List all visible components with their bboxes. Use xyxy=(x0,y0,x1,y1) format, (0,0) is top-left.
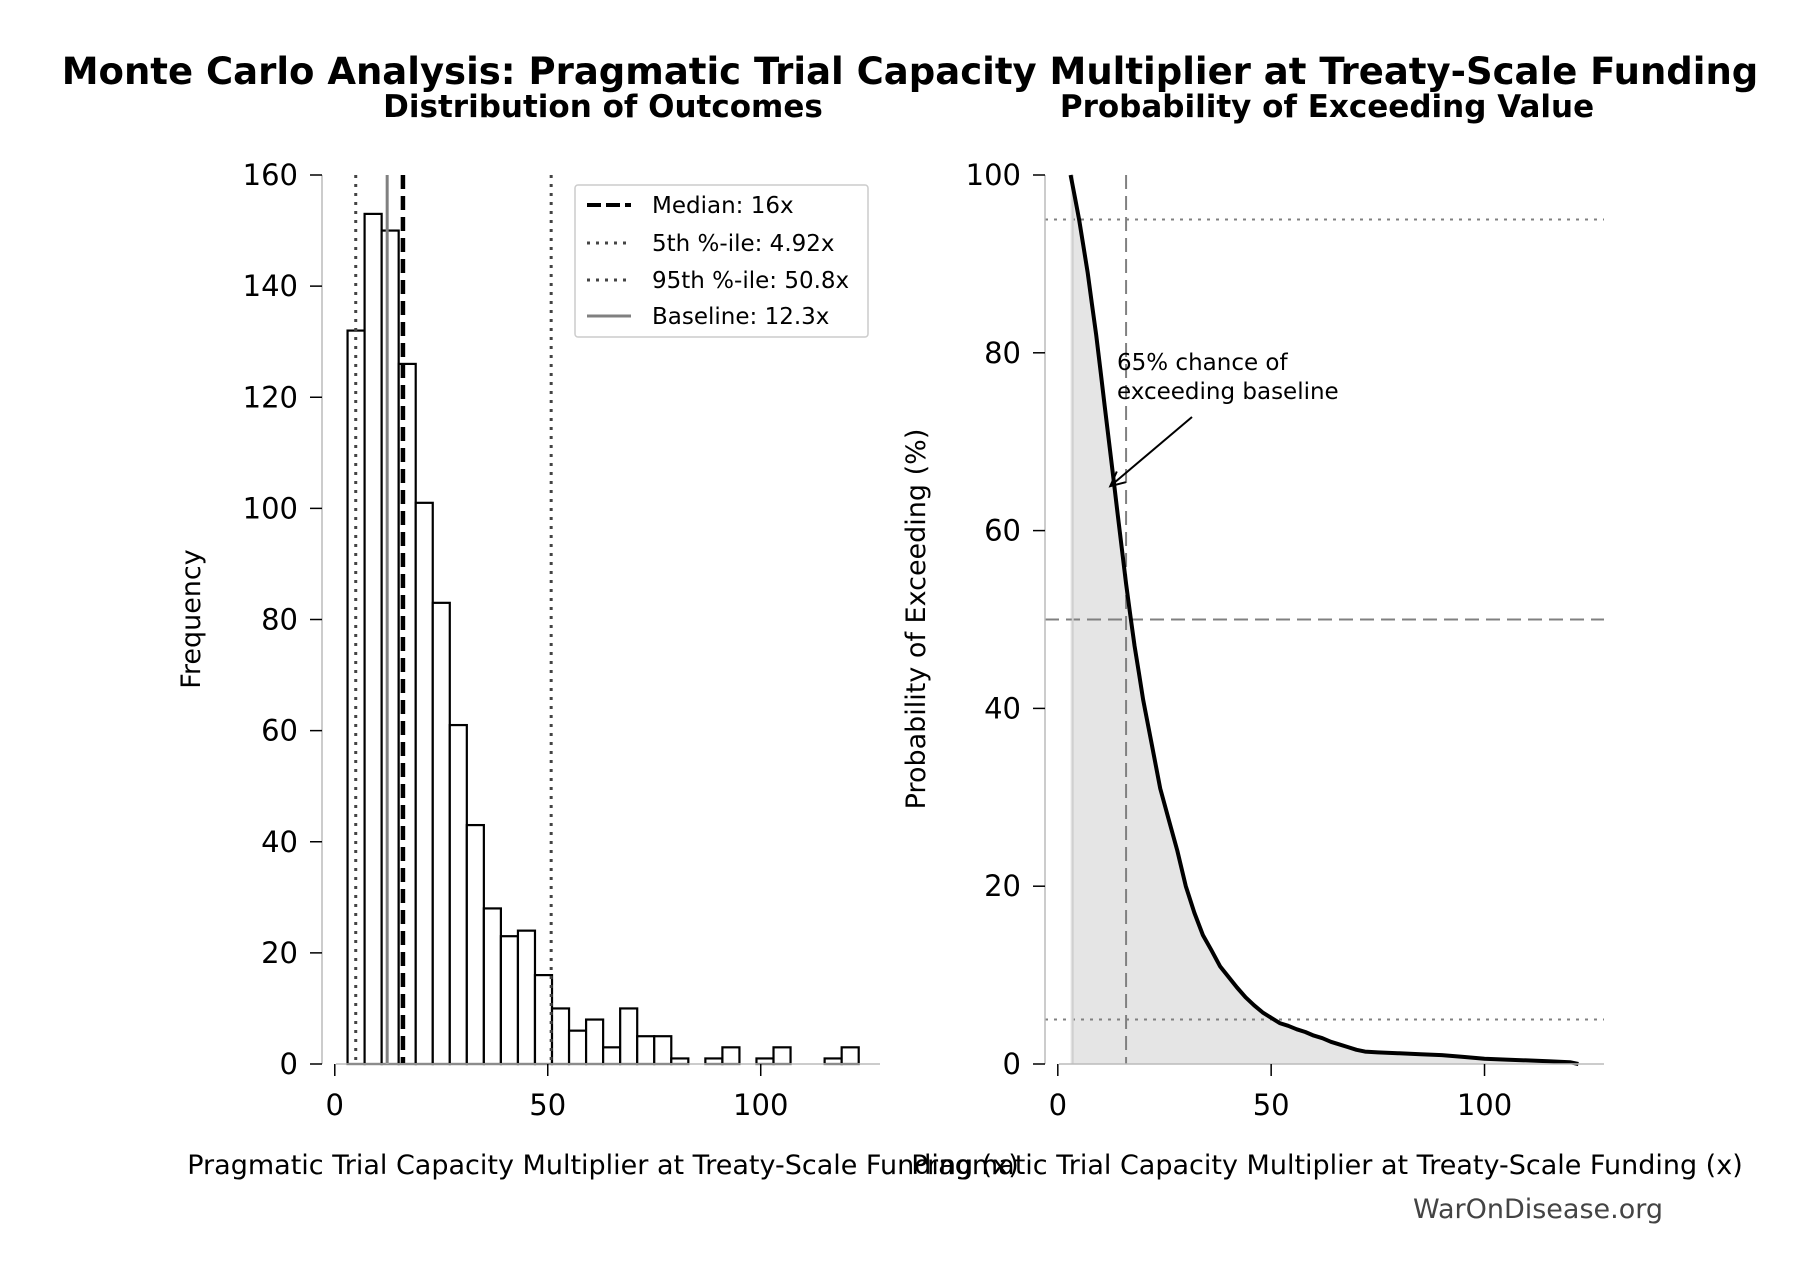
histogram-x-ticks: 0 50 100 xyxy=(326,1064,788,1122)
annotation-arrowhead xyxy=(1108,471,1127,488)
y-tick-label: 20 xyxy=(984,869,1021,903)
histogram-bar xyxy=(619,1007,639,1066)
histogram-bar xyxy=(755,1057,775,1066)
y-tick-label: 120 xyxy=(243,380,298,414)
y-tick-label: 0 xyxy=(280,1047,298,1081)
histogram-bar xyxy=(584,1018,605,1066)
y-tick-label: 20 xyxy=(261,936,298,970)
histogram-bar xyxy=(482,907,503,1066)
legend-frame xyxy=(574,184,869,338)
histogram-bar xyxy=(653,1035,673,1066)
histogram-panel: Distribution of Outcomes 0 20 40 60 80 100 120… xyxy=(176,89,1019,1181)
exceedance-reference-lines xyxy=(1045,175,1604,1064)
y-tick-label: 60 xyxy=(261,714,298,748)
y-tick-label: 140 xyxy=(243,269,298,303)
y-tick-label: 40 xyxy=(261,825,298,859)
y-tick-label: 80 xyxy=(261,603,298,637)
histogram-bar xyxy=(448,723,468,1066)
histogram-bar xyxy=(636,1035,656,1066)
histogram-bar xyxy=(670,1057,690,1066)
x-tick-label: 50 xyxy=(529,1088,566,1122)
legend-label-5th-percentile: 5th %-ile: 4.92x xyxy=(652,231,835,257)
histogram-bar xyxy=(840,1046,860,1066)
x-tick-label: 100 xyxy=(1457,1088,1512,1122)
histogram-bar xyxy=(533,973,554,1066)
histogram-bar xyxy=(414,501,434,1066)
histogram-bar xyxy=(772,1046,792,1066)
y-tick-label: 80 xyxy=(984,336,1021,370)
histogram-bar xyxy=(550,1007,571,1066)
y-tick-label: 100 xyxy=(243,491,298,525)
exceedance-title: Probability of Exceeding Value xyxy=(1060,89,1594,125)
x-tick-label: 100 xyxy=(733,1088,788,1122)
histogram-x-axis-label: Pragmatic Trial Capacity Multiplier at T… xyxy=(187,1150,1018,1181)
histogram-legend: Median: 16x 5th %-ile: 4.92x 95th %-ile:… xyxy=(574,184,869,338)
histogram-bar xyxy=(363,212,383,1066)
annotation-arrow xyxy=(1109,416,1193,487)
exceedance-panel: Probability of Exceeding Value 0 20 40 60 80… xyxy=(901,89,1743,1181)
histogram-bar xyxy=(465,823,485,1066)
histogram-bar xyxy=(499,935,520,1066)
exceedance-y-axis-label: Probability of Exceeding (%) xyxy=(901,429,932,810)
exceedance-x-axis-label: Pragmatic Trial Capacity Multiplier at T… xyxy=(911,1150,1742,1181)
histogram-y-axis-label: Frequency xyxy=(176,549,207,689)
x-tick-label: 0 xyxy=(1049,1088,1067,1122)
histogram-bar xyxy=(721,1046,741,1066)
histogram-y-ticks: 0 20 40 60 80 100 120 140 160 xyxy=(243,158,322,1081)
histogram-bar xyxy=(602,1046,622,1066)
annotation-line-1: 65% chance of xyxy=(1117,350,1289,376)
y-tick-label: 160 xyxy=(243,158,298,192)
annotation-line-2: exceeding baseline xyxy=(1117,379,1339,405)
y-tick-label: 40 xyxy=(984,691,1021,725)
histogram-title: Distribution of Outcomes xyxy=(383,89,823,125)
exceedance-annotation: 65% chance of exceeding baseline xyxy=(1108,350,1339,488)
y-tick-label: 100 xyxy=(966,158,1021,192)
histogram-bar xyxy=(380,229,400,1066)
histogram-bar xyxy=(567,1029,588,1066)
y-tick-label: 60 xyxy=(984,514,1021,548)
legend-label-median: Median: 16x xyxy=(652,193,794,219)
histogram-bar xyxy=(516,929,537,1066)
histogram-bar xyxy=(823,1057,843,1066)
exceedance-x-ticks: 0 50 100 xyxy=(1049,1064,1512,1122)
histogram-reference-lines xyxy=(354,175,553,1064)
exceedance-y-ticks: 0 20 40 60 80 100 xyxy=(966,158,1045,1081)
x-tick-label: 0 xyxy=(326,1088,344,1122)
x-tick-label: 50 xyxy=(1253,1088,1290,1122)
histogram-bar xyxy=(431,601,451,1066)
histogram-bar xyxy=(704,1057,724,1066)
watermark: WarOnDisease.org xyxy=(1413,1194,1663,1225)
legend-label-baseline: Baseline: 12.3x xyxy=(652,304,829,330)
y-tick-label: 0 xyxy=(1003,1047,1021,1081)
figure-title: Monte Carlo Analysis: Pragmatic Trial Ca… xyxy=(62,50,1759,93)
legend-label-95th-percentile: 95th %-ile: 50.8x xyxy=(652,268,849,294)
exceedance-curve xyxy=(1068,174,1579,1066)
exceedance-area-fill xyxy=(1070,175,1579,1064)
